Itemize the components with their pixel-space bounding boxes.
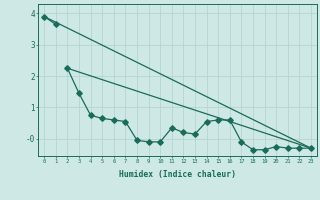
X-axis label: Humidex (Indice chaleur): Humidex (Indice chaleur) — [119, 170, 236, 179]
